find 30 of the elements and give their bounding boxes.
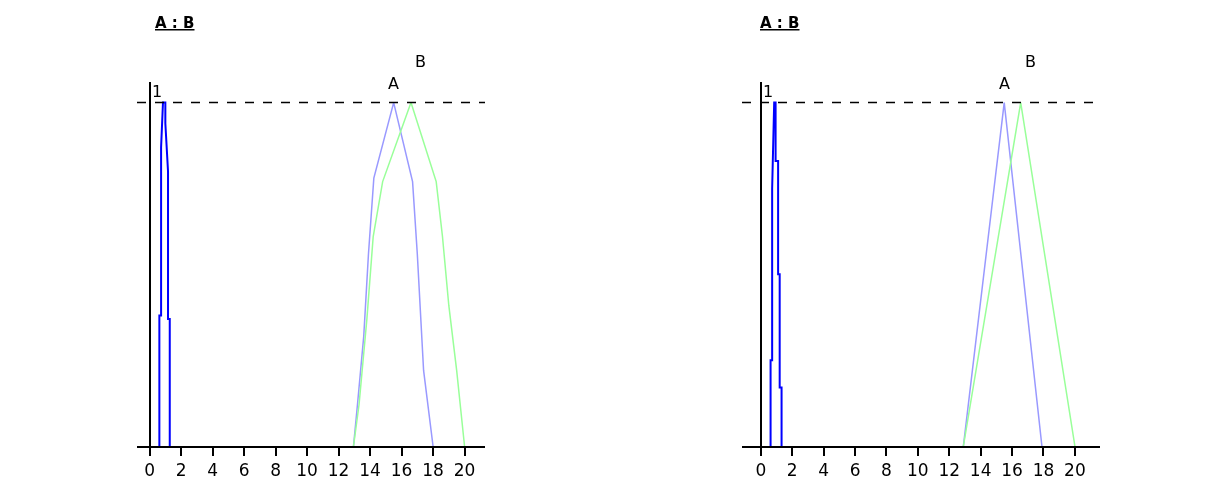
x-tick-label: 20 — [1064, 460, 1086, 481]
series-label: A — [999, 74, 1010, 93]
x-tick-label: 10 — [907, 460, 929, 481]
x-tick-label: 18 — [1032, 460, 1055, 481]
x-tick-label: 12 — [938, 460, 961, 481]
x-tick-label: 2 — [175, 460, 187, 481]
x-tick-label: 20 — [453, 460, 476, 481]
ref-line-label: 1 — [763, 82, 774, 101]
ref-line-label: 1 — [152, 82, 163, 101]
x-tick-label: 0 — [755, 460, 767, 481]
x-tick-label: 16 — [390, 460, 413, 481]
x-tick-label: 4 — [207, 460, 218, 481]
series-label: A — [388, 74, 399, 93]
x-tick-label: 18 — [422, 460, 444, 481]
x-tick-label: 8 — [881, 460, 892, 481]
x-tick-label: 14 — [359, 460, 381, 481]
x-tick-label: 14 — [969, 460, 992, 481]
x-tick-label: 10 — [296, 460, 318, 481]
x-tick-label: 8 — [270, 460, 281, 481]
x-tick-label: 6 — [238, 460, 250, 481]
x-tick-label: 0 — [144, 460, 156, 481]
series-label: B — [415, 52, 426, 71]
x-tick-label: 16 — [1001, 460, 1023, 481]
series-label: B — [1025, 52, 1036, 71]
x-tick-label: 2 — [786, 460, 798, 481]
chart-title: A : B — [155, 14, 195, 32]
x-tick-label: 12 — [327, 460, 350, 481]
x-tick-label: 4 — [818, 460, 830, 481]
chart-title: A : B — [760, 14, 800, 32]
x-tick-label: 6 — [849, 460, 861, 481]
